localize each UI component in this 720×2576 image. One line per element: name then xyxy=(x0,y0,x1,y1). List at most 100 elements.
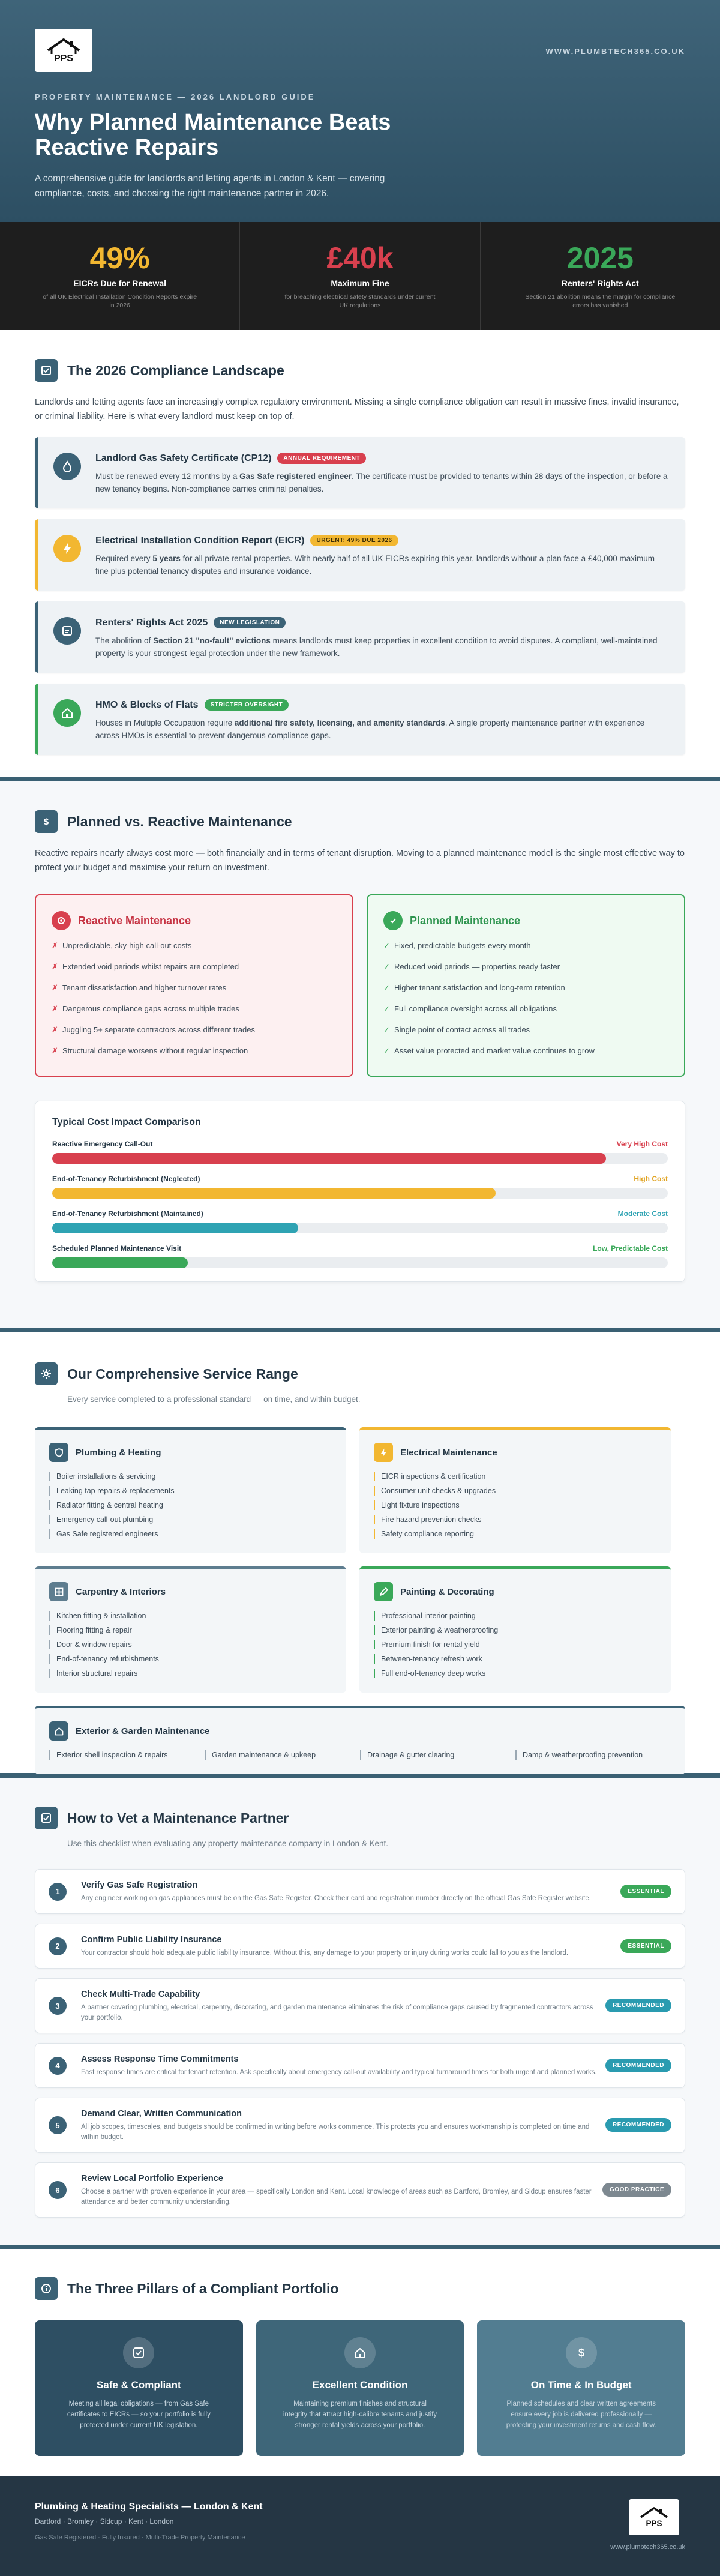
service-title: Carpentry & Interiors xyxy=(76,1586,166,1597)
service-item: EICR inspections & certification xyxy=(374,1472,656,1481)
pillar-text: Planned schedules and clear written agre… xyxy=(506,2400,656,2429)
cost-label: End-of-Tenancy Refurbishment (Maintained… xyxy=(52,1209,203,1218)
pillar-title: Excellent Condition xyxy=(312,2379,408,2391)
home-icon xyxy=(344,2337,376,2368)
cross-icon: ✗ xyxy=(52,983,58,992)
footer-url[interactable]: www.plumbtech365.co.uk xyxy=(610,2544,685,2551)
list-item: ✗ Tenant dissatisfaction and higher turno… xyxy=(52,982,337,994)
step-number: 5 xyxy=(49,2116,67,2134)
service-item: Interior structural repairs xyxy=(49,1669,332,1678)
list-item: ✓ Full compliance oversight across all ob… xyxy=(383,1003,668,1015)
check-icon: ✓ xyxy=(383,1004,390,1013)
checklist-title: Confirm Public Liability Insurance xyxy=(81,1935,222,1945)
hero-kicker: PROPERTY MAINTENANCE — 2026 LANDLORD GUI… xyxy=(35,92,316,101)
check-icon xyxy=(123,2337,155,2368)
cost-title: Typical Cost Impact Comparison xyxy=(52,1117,201,1127)
compliance-card-gas: Landlord Gas Safety Certificate (CP12) A… xyxy=(35,437,685,508)
stat-eicr: 49% EICRs Due for Renewal of all UK Elec… xyxy=(0,222,241,330)
service-item: Consumer unit checks & upgrades xyxy=(374,1486,656,1496)
checklist-title: Assess Response Time Commitments xyxy=(81,2054,239,2064)
service-title: Plumbing & Heating xyxy=(76,1447,161,1458)
list-item: ✗ Juggling 5+ separate contractors across… xyxy=(52,1024,337,1036)
service-item: Garden maintenance & upkeep xyxy=(205,1750,352,1760)
pillar-title: Safe & Compliant xyxy=(96,2379,181,2391)
pillar-condition: Excellent Condition Maintaining premium … xyxy=(256,2320,464,2456)
cost-level: High Cost xyxy=(634,1175,668,1183)
list-item: ✓ Asset value protected and market value … xyxy=(383,1045,668,1057)
checklist-text: All job scopes, timescales, and budgets … xyxy=(81,2123,590,2141)
stat-label: EICRs Due for Renewal xyxy=(73,278,167,288)
service-item: Safety compliance reporting xyxy=(374,1529,656,1539)
cost-row: End-of-Tenancy Refurbishment (Neglected)… xyxy=(52,1175,668,1199)
svg-text:PPS: PPS xyxy=(646,2519,662,2528)
cost-level: Very High Cost xyxy=(616,1140,668,1148)
checklist-text: Your contractor should hold adequate pub… xyxy=(81,1949,569,1957)
service-item: Boiler installations & servicing xyxy=(49,1472,332,1481)
brand-logo[interactable]: PPS xyxy=(35,29,92,72)
priority-badge: RECOMMENDED xyxy=(605,1999,671,2012)
service-item: Premium finish for rental yield xyxy=(374,1640,656,1649)
list-item: ✓ Higher tenant satisfaction and long-ter… xyxy=(383,982,668,994)
services-section: Our Comprehensive Service Range Every se… xyxy=(0,1332,720,1774)
status-badge: NEW LEGISLATION xyxy=(214,617,286,628)
list-item: ✓ Single point of contact across all trad… xyxy=(383,1024,668,1036)
service-item: End-of-tenancy refurbishments xyxy=(49,1654,332,1664)
lightning-icon xyxy=(53,535,81,562)
checklist-item: 5 Demand Clear, Written Communication Al… xyxy=(35,2098,685,2153)
pillar-title: On Time & In Budget xyxy=(530,2379,632,2391)
stat-desc: for breaching electrical safety standard… xyxy=(284,293,436,309)
home-icon xyxy=(49,1721,68,1741)
card-text: The abolition of Section 21 "no-fault" e… xyxy=(95,636,658,658)
service-title: Electrical Maintenance xyxy=(400,1447,497,1458)
stat-fine: £40k Maximum Fine for breaching electric… xyxy=(240,222,481,330)
house-logo-icon: PPS xyxy=(640,2507,668,2528)
cross-icon: ✗ xyxy=(52,962,58,971)
check-icon: ✓ xyxy=(383,941,390,950)
section-intro: Reactive repairs nearly always cost more… xyxy=(35,849,685,873)
footer: Plumbing & Heating Specialists — London … xyxy=(0,2476,720,2576)
section-divider xyxy=(0,777,720,781)
list-item: ✗ Extended void periods whilst repairs ar… xyxy=(52,961,337,973)
service-item: Professional interior painting xyxy=(374,1611,656,1621)
pvr-section: $ Planned vs. Reactive Maintenance React… xyxy=(0,781,720,1328)
svg-text:PPS: PPS xyxy=(54,53,73,64)
step-number: 4 xyxy=(49,2056,67,2075)
pillar-text: Meeting all legal obligations — from Gas… xyxy=(67,2400,211,2429)
footer-tagline: Gas Safe Registered · Fully Insured · Mu… xyxy=(35,2534,245,2541)
lightning-icon xyxy=(374,1443,393,1462)
list-item: ✓ Fixed, predictable budgets every month xyxy=(383,940,668,952)
status-badge: STRICTER OVERSIGHT xyxy=(204,699,289,711)
footer-logo[interactable]: PPS xyxy=(629,2499,679,2535)
check-icon: ✓ xyxy=(383,962,390,971)
service-item: Radiator fitting & central heating xyxy=(49,1500,332,1510)
service-item: Fire hazard prevention checks xyxy=(374,1515,656,1524)
service-card-painting: Painting & Decorating Professional inter… xyxy=(359,1566,671,1693)
website-url[interactable]: WWW.PLUMBTECH365.CO.UK xyxy=(545,47,685,56)
checklist-text: Any engineer working on gas appliances m… xyxy=(81,1895,591,1902)
brush-icon xyxy=(374,1582,393,1601)
grid-icon xyxy=(49,1582,68,1601)
card-text: Houses in Multiple Occupation require ad… xyxy=(95,718,645,740)
checklist-item: 4 Assess Response Time Commitments Fast … xyxy=(35,2043,685,2088)
checklist-text: Choose a partner with proven experience … xyxy=(81,2188,592,2206)
service-item: Light fixture inspections xyxy=(374,1500,656,1510)
service-item: Exterior painting & weatherproofing xyxy=(374,1625,656,1635)
shield-icon xyxy=(49,1443,68,1462)
stat-value: 2025 xyxy=(566,241,634,275)
section-divider xyxy=(0,2245,720,2249)
list-item: ✗ Structural damage worsens without regul… xyxy=(52,1045,337,1057)
info-icon xyxy=(35,2277,58,2300)
service-title: Exterior & Garden Maintenance xyxy=(76,1726,210,1736)
priority-badge: GOOD PRACTICE xyxy=(602,2183,671,2197)
cost-row: Reactive Emergency Call-Out Very High Cos… xyxy=(52,1140,668,1164)
list-item: ✗ Dangerous compliance gaps across multip… xyxy=(52,1003,337,1015)
footer-title: Plumbing & Heating Specialists — London … xyxy=(35,2502,263,2512)
priority-badge: RECOMMENDED xyxy=(605,2118,671,2132)
stat-renters-act: 2025 Renters' Rights Act Section 21 abol… xyxy=(481,222,720,330)
svg-text:$: $ xyxy=(578,2347,584,2359)
checklist-title: Review Local Portfolio Experience xyxy=(81,2174,223,2183)
checklist-title: Verify Gas Safe Registration xyxy=(81,1880,198,1890)
dollar-icon: $ xyxy=(35,810,58,833)
section-title: How to Vet a Maintenance Partner xyxy=(67,1810,289,1826)
